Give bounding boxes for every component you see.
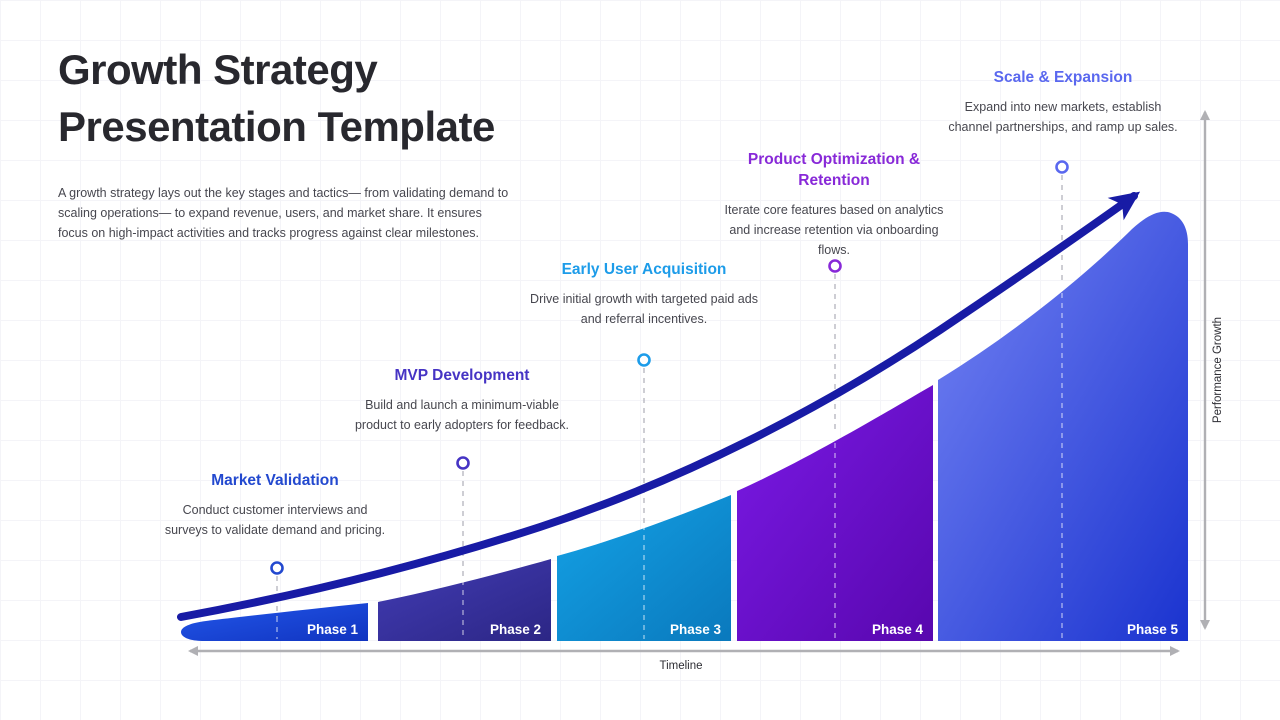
stage-title: Scale & Expansion xyxy=(993,69,1133,86)
x-axis-label: Timeline xyxy=(659,660,702,672)
phase-5-label: Phase 5 xyxy=(1127,622,1179,637)
milestone-connectors xyxy=(276,175,1063,639)
stage-description: Conduct customer interviews and surveys … xyxy=(164,503,386,537)
phase-2-label: Phase 2 xyxy=(490,622,541,637)
marker-product-optimization xyxy=(828,259,842,273)
y-axis-label: Performance Growth xyxy=(1212,317,1224,423)
milestone-market-validation: Market Validation Conduct customer inter… xyxy=(160,470,390,540)
phase-area-5 xyxy=(938,211,1188,641)
phase-1-label: Phase 1 xyxy=(307,622,359,637)
stage-description: Drive initial growth with targeted paid … xyxy=(530,292,758,326)
growth-curve xyxy=(177,191,1141,621)
stage-description: Iterate core features based on analytics… xyxy=(724,203,944,257)
phase-area-1 xyxy=(181,603,368,641)
marker-mvp-development xyxy=(456,456,470,470)
marker-market-validation xyxy=(270,561,284,575)
milestone-early-user-acquisition: Early User Acquisition Drive initial gro… xyxy=(529,259,759,329)
milestone-scale-expansion: Scale & Expansion Expand into new market… xyxy=(948,67,1178,137)
stage-title: Early User Acquisition xyxy=(561,261,727,278)
phase-area-2 xyxy=(378,559,551,641)
marker-early-user-acquisition xyxy=(637,353,651,367)
stage-title: MVP Development xyxy=(394,367,530,384)
milestone-markers xyxy=(270,160,1069,575)
phase-3-label: Phase 3 xyxy=(670,622,722,637)
intro-paragraph: A growth strategy lays out the key stage… xyxy=(58,186,509,240)
stage-description: Build and launch a minimum-viable produc… xyxy=(354,398,569,432)
milestone-mvp-development: MVP Development Build and launch a minim… xyxy=(347,365,577,435)
stage-title: Product Optimization & Retention xyxy=(747,151,921,189)
stage-title: Market Validation xyxy=(211,472,339,489)
page-title: Growth Strategy Presentation Template xyxy=(58,46,495,150)
stage-description: Expand into new markets, establish chann… xyxy=(948,100,1178,134)
milestone-product-optimization: Product Optimization & Retention Iterate… xyxy=(719,149,949,260)
phase-4-label: Phase 4 xyxy=(872,622,924,637)
marker-scale-expansion xyxy=(1055,160,1069,174)
